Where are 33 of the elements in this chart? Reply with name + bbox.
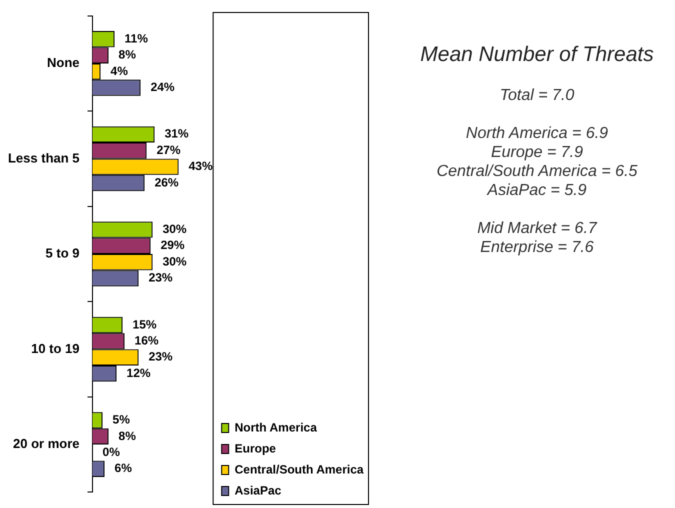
data-label: 24% [150,80,175,94]
data-label: 5% [112,412,130,427]
y-tick-label: Less than 5 [8,150,80,166]
data-label: 4% [110,64,128,78]
data-label: 16% [134,333,159,348]
data-label: 6% [114,461,132,476]
data-label: 30% [162,222,187,236]
text: Mid Market = 6.7 Enterprise = 7.6 [476,219,598,257]
data-label: 12% [126,366,151,380]
data-label: 15% [132,317,157,332]
data-label: 26% [154,175,179,190]
y-tick-label: 10 to 19 [31,340,80,356]
data-label: 29% [160,238,185,252]
legend-label: North America [234,420,318,434]
data-label: 8% [118,48,136,62]
data-label: 43% [188,159,213,174]
legend-label: Europe [234,441,276,456]
legend-label: Central/South America [234,462,364,476]
text: Mean Number of Threats [419,42,655,68]
text: North America = 6.9 Europe = 7.9 Central/South America = 6.5 AsiaPac = 5.9 [436,124,638,200]
data-label: 8% [118,428,136,443]
data-label: 0% [102,444,120,459]
data-label: 11% [124,31,148,46]
legend-label: AsiaPac [234,483,282,498]
data-label: 23% [148,350,173,364]
y-tick-label: 5 to 9 [46,246,80,261]
data-label: 30% [162,254,187,268]
y-tick-label: None [47,55,80,70]
data-label: 31% [164,126,189,141]
data-label: 23% [148,270,173,285]
text: Total = 7.0 [498,86,576,105]
data-label: 27% [156,142,181,157]
y-tick-label: 20 or more [13,436,80,452]
